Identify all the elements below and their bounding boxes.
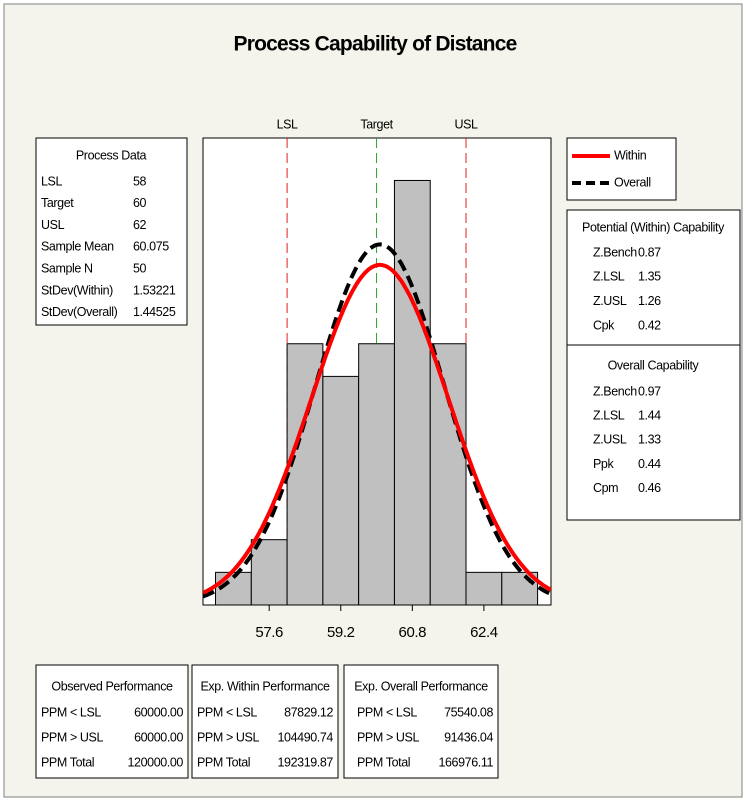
table-title: Exp. Overall Performance — [354, 679, 488, 693]
bar — [429, 343, 467, 605]
row-label: Z.USL — [593, 433, 627, 447]
row-label: PPM < LSL — [41, 705, 101, 719]
table-title: Potential (Within) Capability — [582, 220, 725, 234]
row-value: 1.33 — [638, 433, 661, 447]
row-label: PPM Total — [197, 755, 250, 769]
row-label: Sample N — [41, 261, 93, 275]
row-label: PPM > USL — [197, 730, 259, 744]
spec-label: LSL — [277, 117, 298, 131]
row-value: 0.46 — [638, 481, 661, 495]
observed-box — [35, 664, 189, 779]
spec-label: USL — [454, 117, 478, 131]
row-value: 120000.00 — [128, 755, 184, 769]
row-label: Z.Bench — [593, 245, 637, 259]
row-value: 1.26 — [638, 294, 661, 308]
legend-label: Within — [614, 148, 647, 162]
row-label: LSL — [41, 174, 62, 188]
x-tick-label: 57.6 — [255, 624, 283, 641]
row-label: Z.Bench — [593, 384, 637, 398]
fit-curve — [203, 262, 551, 595]
table-title: Overall Capability — [608, 358, 700, 372]
legend-box — [566, 137, 677, 201]
row-label: Ppk — [593, 457, 614, 471]
process-data-box — [35, 137, 188, 326]
row-label: Z.USL — [593, 294, 627, 308]
chart-title: Process Capability of Distance — [234, 33, 517, 56]
bar — [465, 571, 503, 605]
table-title: Exp. Within Performance — [200, 679, 329, 693]
row-value: 58 — [133, 174, 147, 188]
row-value: 91436.04 — [444, 730, 493, 744]
row-value: 1.53221 — [133, 283, 176, 297]
row-value: 192319.87 — [278, 755, 334, 769]
table-title: Process Data — [76, 148, 147, 162]
row-label: Z.LSL — [593, 270, 625, 284]
row-value: 60000.00 — [134, 730, 183, 744]
bar — [358, 343, 395, 605]
overall-box — [343, 664, 499, 779]
table-title: Observed Performance — [51, 679, 173, 693]
x-tick-label: 59.2 — [327, 624, 355, 641]
row-value: 0.42 — [638, 318, 661, 332]
x-tick-label: 62.4 — [470, 624, 498, 641]
row-label: Target — [41, 196, 74, 210]
row-value: 1.35 — [638, 270, 661, 284]
row-label: Z.LSL — [593, 408, 625, 422]
row-value: 166976.11 — [438, 755, 493, 769]
row-label: Cpk — [593, 318, 615, 332]
bar — [322, 375, 360, 605]
row-label: PPM < LSL — [197, 705, 257, 719]
spec-label: Target — [360, 117, 393, 131]
row-value: 60000.00 — [134, 705, 183, 719]
row-label: StDev(Overall) — [41, 305, 118, 319]
row-value: 1.44525 — [133, 305, 176, 319]
row-value: 1.44 — [638, 408, 661, 422]
row-label: PPM Total — [357, 755, 410, 769]
row-label: Cpm — [593, 481, 618, 495]
row-value: 0.44 — [638, 457, 661, 471]
within-box — [191, 664, 339, 779]
row-label: StDev(Within) — [41, 283, 113, 297]
row-value: 0.87 — [638, 245, 661, 259]
x-tick-label: 60.8 — [399, 624, 427, 641]
row-label: USL — [41, 218, 65, 232]
row-value: 75540.08 — [444, 705, 493, 719]
bar — [250, 539, 288, 605]
row-label: Sample Mean — [41, 240, 114, 254]
capability-box — [566, 209, 741, 521]
legend-label: Overall — [614, 175, 651, 189]
row-value: 87829.12 — [284, 705, 333, 719]
row-label: PPM > USL — [41, 730, 103, 744]
row-value: 50 — [133, 261, 147, 275]
row-value: 104490.74 — [278, 730, 334, 744]
row-label: PPM < LSL — [357, 705, 417, 719]
bar — [393, 179, 431, 605]
row-value: 62 — [133, 218, 147, 232]
fit-curve — [203, 242, 551, 599]
row-value: 0.97 — [638, 384, 661, 398]
row-value: 60 — [133, 196, 147, 210]
row-label: PPM Total — [41, 755, 94, 769]
row-label: PPM > USL — [357, 730, 419, 744]
row-value: 60.075 — [133, 240, 169, 254]
